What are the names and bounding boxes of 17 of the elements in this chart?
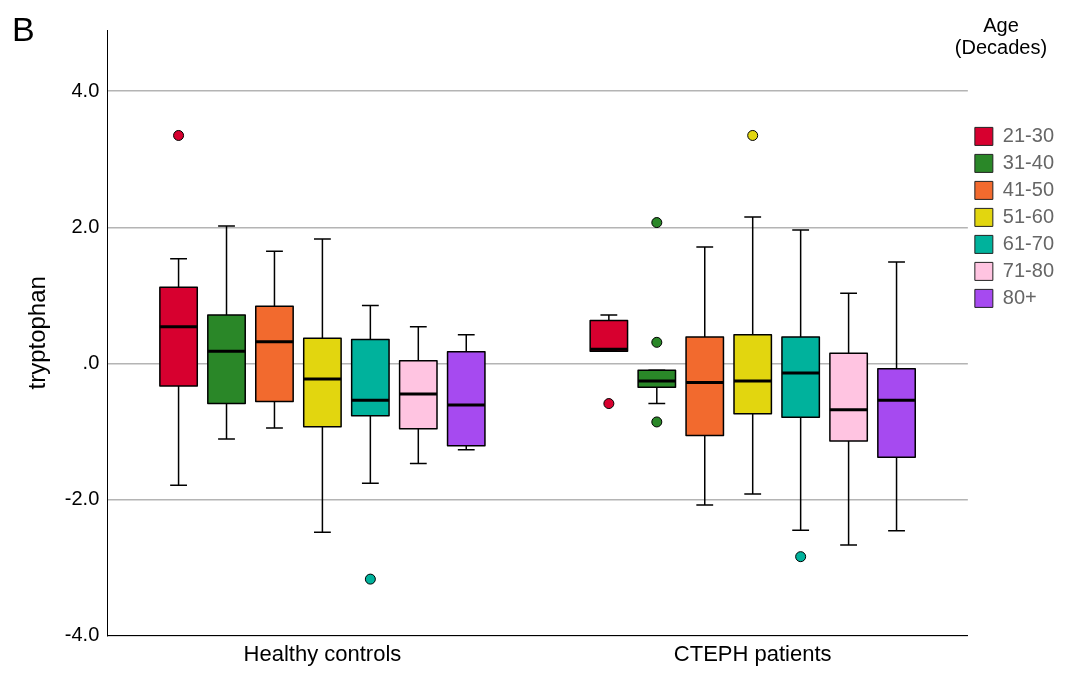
y-tick-label: 4.0 (71, 78, 100, 101)
y-tick-label: .0 (82, 350, 100, 373)
y-tick-label: 2.0 (71, 214, 100, 237)
legend-title: Age (Decades) (953, 14, 1049, 58)
legend-label: 21-30 (1002, 123, 1054, 146)
y-tick-label: -2.0 (64, 487, 100, 510)
legend-label: 51-60 (1002, 204, 1054, 227)
y-tick-label: -4.0 (64, 623, 100, 646)
legend-label: 41-50 (1002, 177, 1054, 200)
legend-label: 80+ (1002, 285, 1037, 308)
text: B (12, 10, 35, 49)
x-tick-label: CTEPH patients (673, 640, 832, 666)
legend-label: 61-70 (1002, 231, 1054, 254)
legend-label: 31-40 (1002, 150, 1054, 173)
x-tick-label: Healthy controls (243, 640, 402, 666)
legend-label: 71-80 (1002, 258, 1054, 281)
y-axis-title: tryptophan (23, 276, 51, 390)
